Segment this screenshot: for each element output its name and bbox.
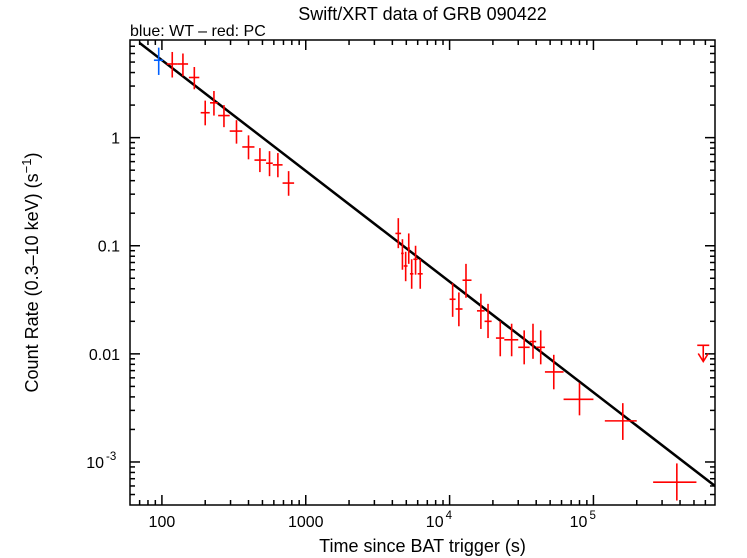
svg-text:0.1: 0.1 [98,239,120,256]
svg-text:Swift/XRT data of GRB 090422: Swift/XRT data of GRB 090422 [298,4,546,24]
svg-text:1000: 1000 [288,514,324,531]
chart-svg: 100100010410510-30.010.11Swift/XRT data … [0,0,747,558]
svg-text:4: 4 [446,510,453,522]
svg-text:10: 10 [570,514,588,531]
svg-text:10: 10 [426,514,444,531]
svg-text:5: 5 [589,510,595,522]
svg-text:Time since BAT trigger (s): Time since BAT trigger (s) [319,536,526,556]
svg-text:blue: WT – red: PC: blue: WT – red: PC [130,23,266,40]
chart-container: 100100010410510-30.010.11Swift/XRT data … [0,0,747,558]
svg-text:Count Rate (0.3–10 keV) (s−1): Count Rate (0.3–10 keV) (s−1) [19,153,42,393]
svg-text:10: 10 [86,455,104,472]
svg-text:100: 100 [149,514,176,531]
svg-text:-3: -3 [106,451,116,463]
svg-text:1: 1 [111,131,120,148]
svg-text:0.01: 0.01 [89,347,120,364]
